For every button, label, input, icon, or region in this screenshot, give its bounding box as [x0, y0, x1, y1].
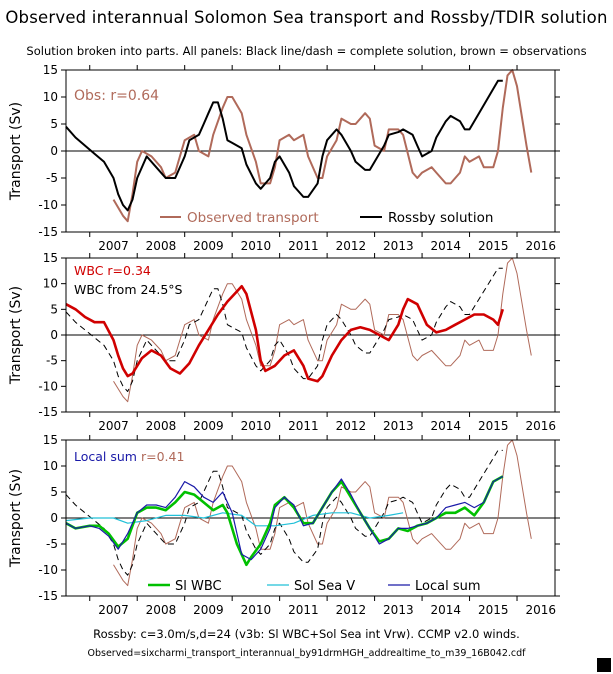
- y-tick-label: -10: [38, 563, 58, 577]
- x-tick-label: 2013: [383, 239, 414, 253]
- x-tick-label: 2016: [525, 239, 556, 253]
- series-label-wbc-source: WBC from 24.5°S: [74, 282, 183, 297]
- x-tick-label: 2009: [193, 239, 224, 253]
- series-slwbc-line: [65, 475, 504, 567]
- legend-label-observed: Observed transport: [187, 210, 319, 226]
- x-tick-label: 2016: [525, 419, 556, 433]
- y-tick-label: 5: [50, 117, 58, 131]
- y-tick-label: 0: [50, 328, 58, 342]
- y-tick-label: -15: [38, 589, 58, 603]
- x-tick-label: 2007: [98, 419, 129, 433]
- y-tick-label: 0: [50, 511, 58, 525]
- x-tick-label: 2012: [336, 239, 367, 253]
- series-obs-line: [113, 257, 532, 403]
- legend-label-sl-wbc: Sl WBC: [175, 579, 222, 594]
- y-tick-label: -10: [38, 379, 58, 393]
- panel-label: Obs: r=0.64: [74, 88, 159, 104]
- corner-marker: [597, 658, 611, 672]
- y-tick-label: -15: [38, 225, 58, 239]
- x-tick-label: 2008: [146, 603, 177, 617]
- footer-data-source: Observed=sixcharmi_transport_interannual…: [87, 648, 526, 659]
- y-tick-label: -10: [38, 198, 58, 212]
- x-tick-label: 2009: [193, 603, 224, 617]
- x-tick-label: 2011: [288, 239, 319, 253]
- page-title: Observed interannual Solomon Sea transpo…: [5, 8, 608, 27]
- footer-model-note: Rossby: c=3.0m/s,d=24 (v3b: Sl WBC+Sol S…: [93, 627, 520, 641]
- y-tick-label: 15: [43, 63, 58, 77]
- x-tick-label: 2007: [98, 239, 129, 253]
- x-tick-label: 2011: [288, 603, 319, 617]
- x-tick-label: 2009: [193, 419, 224, 433]
- panel-2: -15 -10 -5 0 5 10 15 2007 2008 2009 2010 2011 2012 20…: [8, 251, 560, 433]
- y-tick-label: 5: [50, 485, 58, 499]
- y-tick-label: 10: [43, 90, 58, 104]
- x-tick-label: 2010: [241, 239, 272, 253]
- y-axis-label: Transport (Sv): [8, 469, 24, 568]
- plot-frame: [65, 69, 556, 233]
- x-tick-label: 2008: [146, 239, 177, 253]
- page-subtitle: Solution broken into parts. All panels: …: [26, 44, 587, 58]
- y-tick-label: 5: [50, 302, 58, 316]
- panel-1: -15 -10 -5 0 5 10 15 2007 2008 2009 2010 2011 2012 20…: [8, 63, 560, 253]
- x-tick-label: 2014: [431, 419, 462, 433]
- y-tick-label: 15: [43, 251, 58, 265]
- x-tick-label: 2012: [336, 419, 367, 433]
- panel-label: WBC r=0.34: [74, 263, 151, 278]
- series-obs-line: [112, 69, 533, 223]
- panel-3: -15 -10 -5 0 5 10 15 2007 2008 2009 2010 2011 2012 20…: [8, 433, 560, 617]
- x-tick-label: 2015: [478, 239, 509, 253]
- y-tick-label: -5: [46, 537, 58, 551]
- y-tick-label: -5: [46, 354, 58, 368]
- x-tick-label: 2015: [478, 603, 509, 617]
- y-tick-label: 15: [43, 433, 58, 447]
- legend-label-rossby: Rossby solution: [388, 210, 493, 226]
- x-tick-label: 2010: [241, 419, 272, 433]
- series-wbc-line: [65, 284, 505, 383]
- y-tick-label: 10: [43, 277, 58, 291]
- y-axis-label: Transport (Sv): [8, 286, 24, 385]
- legend-label-local-sum: Local sum: [415, 579, 481, 594]
- x-tick-label: 2007: [98, 603, 129, 617]
- x-tick-label: 2014: [431, 603, 462, 617]
- plot-frame: [65, 257, 556, 413]
- x-tick-label: 2008: [146, 419, 177, 433]
- y-tick-label: -15: [38, 405, 58, 419]
- y-tick-label: 10: [43, 459, 58, 473]
- x-tick-label: 2016: [525, 603, 556, 617]
- x-tick-label: 2010: [241, 603, 272, 617]
- y-axis-label: Transport (Sv): [8, 102, 24, 201]
- plot-frame: [65, 439, 556, 597]
- x-tick-label: 2014: [431, 239, 462, 253]
- y-tick-label: 0: [50, 144, 58, 158]
- series-rossby-line: [65, 79, 503, 212]
- x-tick-label: 2011: [288, 419, 319, 433]
- y-tick-label: -5: [46, 171, 58, 185]
- series-rossby-line: [65, 449, 503, 576]
- series-solsea-line: [65, 512, 404, 527]
- x-tick-label: 2015: [478, 419, 509, 433]
- x-tick-label: 2013: [383, 603, 414, 617]
- x-tick-label: 2013: [383, 419, 414, 433]
- series-localsum-line: [65, 475, 504, 561]
- panel-label: Local sum r=0.41: [74, 449, 184, 464]
- x-tick-label: 2012: [336, 603, 367, 617]
- legend-label-sol-sea-v: Sol Sea V: [294, 579, 355, 594]
